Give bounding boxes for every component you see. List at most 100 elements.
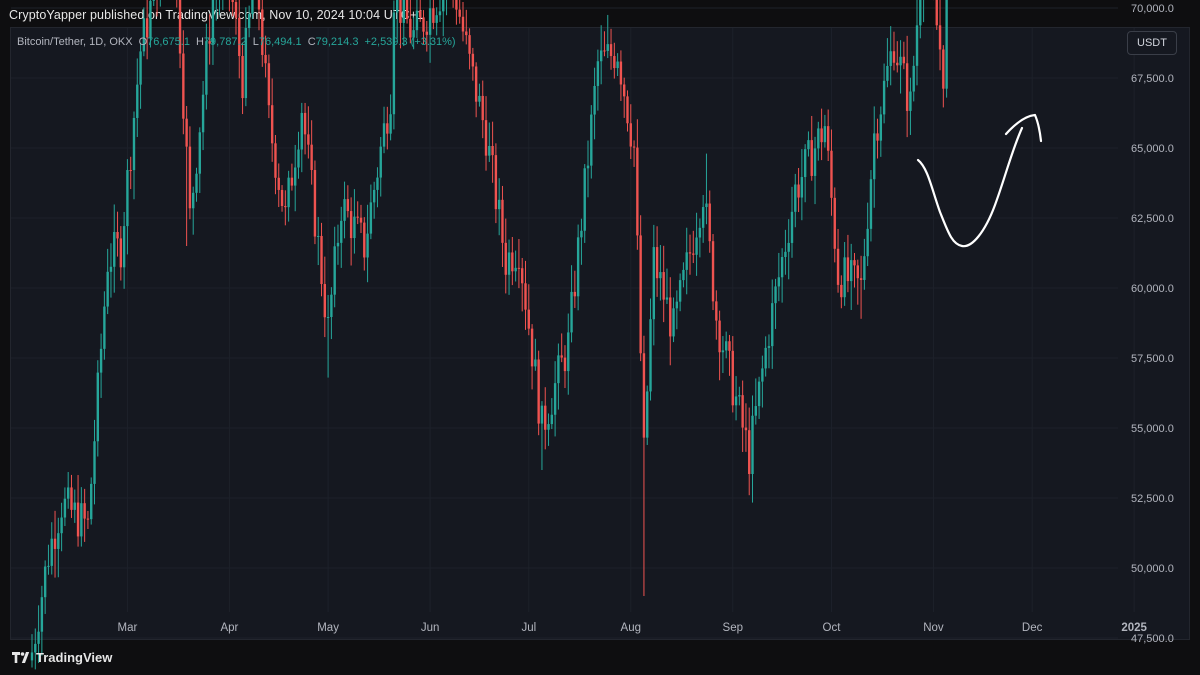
candle-body <box>810 140 813 176</box>
candle-body <box>261 9 264 55</box>
candle-body <box>333 246 336 295</box>
candle-body <box>636 147 639 236</box>
candle-body <box>53 538 57 549</box>
candle-body <box>873 133 876 180</box>
candle-body <box>780 257 784 278</box>
candle-body <box>678 280 682 302</box>
candle-body <box>336 242 340 247</box>
candle-body <box>817 128 820 149</box>
candle-body <box>455 0 458 10</box>
candle-body <box>297 149 300 168</box>
candle-body <box>606 44 609 51</box>
candle-body <box>270 105 274 144</box>
candle-body <box>497 199 501 210</box>
candle-body <box>623 84 626 97</box>
time-tick-label: Jun <box>421 622 440 634</box>
candle-body <box>576 237 580 297</box>
candle-body <box>685 252 688 270</box>
price-tick-label: 70,000.0 <box>1131 3 1174 15</box>
candle-body <box>705 203 708 208</box>
currency-button[interactable]: USDT <box>1127 31 1177 55</box>
candle-body <box>639 235 642 354</box>
candle-body <box>902 56 906 64</box>
candle-body <box>738 395 741 397</box>
candle-body <box>856 265 859 279</box>
candle-body <box>715 301 718 321</box>
candle-body <box>757 381 761 407</box>
candle-body <box>682 269 685 281</box>
candle-body <box>823 126 827 143</box>
candle-body <box>409 18 412 38</box>
candle-body <box>698 227 702 238</box>
candle-body <box>274 143 277 178</box>
candle-body <box>287 177 290 208</box>
candle-body <box>267 63 271 106</box>
candle-body <box>767 346 771 348</box>
candle-body <box>553 383 557 415</box>
time-axis[interactable]: Mar Apr May Jun Jul Aug Sep Oct Nov Dec 2025 <box>118 622 1148 634</box>
candle-body <box>708 203 711 242</box>
candle-body <box>109 266 113 272</box>
candle-body <box>149 0 152 38</box>
candle-body <box>359 217 363 223</box>
candle-body <box>655 247 659 279</box>
candle-body <box>744 427 748 431</box>
candle-body <box>465 31 468 36</box>
candle-body <box>83 503 86 519</box>
candle-body <box>178 0 182 54</box>
price-tick-label: 67,500.0 <box>1131 73 1174 85</box>
candle-body <box>307 134 310 145</box>
candle-body <box>550 414 554 425</box>
candle-body <box>879 114 883 141</box>
candle-body <box>182 53 185 119</box>
projection-curve <box>916 126 1024 248</box>
close-value: 79,214.3 <box>315 36 359 48</box>
candle-body <box>90 483 93 520</box>
candle-body <box>234 2 238 18</box>
price-tick-label: 47,500.0 <box>1131 633 1174 645</box>
candle-body <box>912 65 915 92</box>
candle-body <box>583 168 586 231</box>
candle-body <box>392 12 396 115</box>
candle-body <box>119 238 123 268</box>
candle-body <box>813 148 817 176</box>
candle-body <box>395 0 399 13</box>
candle-body <box>896 62 899 66</box>
time-tick-label: 2025 <box>1121 622 1147 634</box>
price-tick-label: 62,500.0 <box>1131 213 1174 225</box>
candle-body <box>76 502 80 537</box>
price-tick-label: 50,000.0 <box>1131 563 1174 575</box>
candle-body <box>356 216 359 218</box>
candle-body <box>60 517 63 534</box>
candle-body <box>264 54 267 64</box>
candle-body <box>63 498 67 518</box>
candle-body <box>57 533 60 549</box>
candle-body <box>386 123 389 134</box>
candle-body <box>30 652 34 661</box>
candle-body <box>603 50 606 52</box>
tradingview-footer[interactable]: TradingView <box>12 650 112 665</box>
candle-body <box>728 341 731 351</box>
projection-arrowhead <box>1004 113 1043 143</box>
candle-body <box>734 396 738 406</box>
time-tick-label: Nov <box>923 622 944 634</box>
candle-body <box>915 25 919 66</box>
candle-body <box>139 51 142 85</box>
candle-body <box>833 197 836 249</box>
candle-body <box>195 173 198 193</box>
candle-body <box>369 202 373 234</box>
candle-body <box>478 95 481 102</box>
price-tick-label: 52,500.0 <box>1131 493 1174 505</box>
candle-body <box>257 0 261 10</box>
price-axis[interactable]: 47,500.0 50,000.0 52,500.0 55,000.0 57,500.0… <box>1131 0 1174 645</box>
candle-body <box>889 51 892 66</box>
chart-pane[interactable] <box>10 27 1190 640</box>
candle-body <box>504 242 507 275</box>
candle-body <box>185 118 188 147</box>
candle-body <box>37 631 40 644</box>
candle-body <box>695 237 698 255</box>
candle-body <box>863 256 866 280</box>
candle-body <box>330 294 333 317</box>
candle-body <box>461 16 465 32</box>
